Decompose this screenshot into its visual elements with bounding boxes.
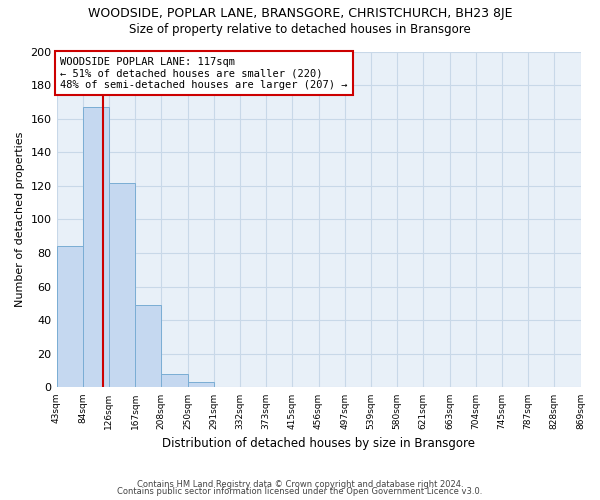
- Bar: [83, 107, 109, 388]
- Bar: [188, 382, 214, 388]
- Y-axis label: Number of detached properties: Number of detached properties: [15, 132, 25, 307]
- Text: Contains HM Land Registry data © Crown copyright and database right 2024.: Contains HM Land Registry data © Crown c…: [137, 480, 463, 489]
- Bar: [56, 246, 83, 388]
- Bar: [135, 305, 161, 388]
- Bar: [109, 182, 135, 388]
- Bar: [161, 374, 188, 388]
- Text: Contains public sector information licensed under the Open Government Licence v3: Contains public sector information licen…: [118, 487, 482, 496]
- Text: WOODSIDE, POPLAR LANE, BRANSGORE, CHRISTCHURCH, BH23 8JE: WOODSIDE, POPLAR LANE, BRANSGORE, CHRIST…: [88, 8, 512, 20]
- Text: Size of property relative to detached houses in Bransgore: Size of property relative to detached ho…: [129, 22, 471, 36]
- X-axis label: Distribution of detached houses by size in Bransgore: Distribution of detached houses by size …: [162, 437, 475, 450]
- Text: WOODSIDE POPLAR LANE: 117sqm
← 51% of detached houses are smaller (220)
48% of s: WOODSIDE POPLAR LANE: 117sqm ← 51% of de…: [61, 56, 348, 90]
